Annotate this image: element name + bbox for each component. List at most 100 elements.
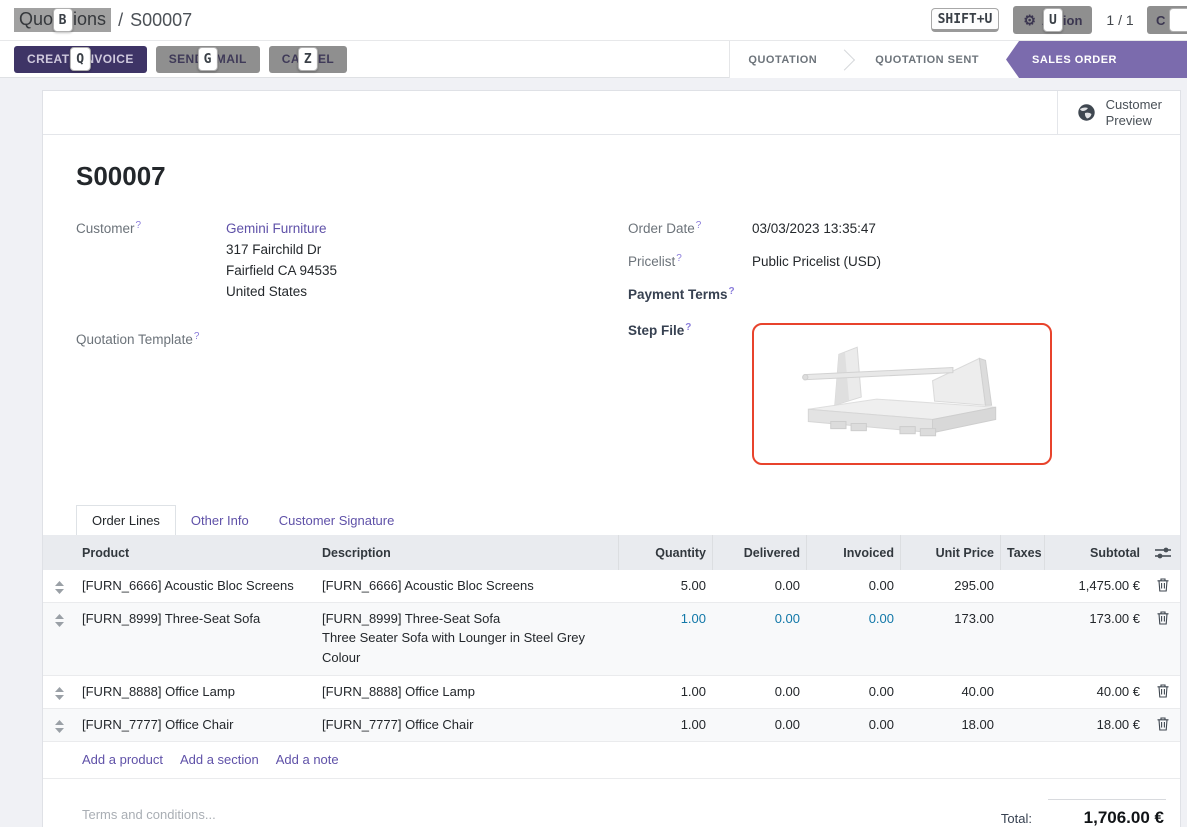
action-menu-button[interactable]: ⚙ Action U — [1013, 6, 1093, 34]
edge-hint-control[interactable]: C — [1147, 6, 1187, 34]
table-row: [FURN_7777] Office Chair [FURN_7777] Off… — [43, 709, 1180, 742]
cell-delivered[interactable]: 0.00 — [774, 684, 800, 699]
trash-icon — [1157, 611, 1169, 625]
stage-quotation[interactable]: QUOTATION — [748, 53, 818, 66]
cell-unit-price[interactable]: 18.00 — [961, 717, 994, 732]
order-date-value[interactable]: 03/03/2023 13:35:47 — [752, 221, 876, 236]
hint-key-breadcrumb: B — [52, 8, 73, 32]
stage-separator-icon — [835, 41, 857, 78]
field-step-file: Step File? — [628, 320, 1147, 465]
delete-row-button[interactable] — [1146, 570, 1180, 600]
pager-value: 1 / 1 — [1106, 12, 1134, 28]
add-a-note-link[interactable]: Add a note — [275, 752, 339, 767]
table-row: [FURN_8999] Three-Seat Sofa [FURN_8999] … — [43, 603, 1180, 676]
cell-description[interactable]: [FURN_6666] Acoustic Bloc Screens — [322, 578, 534, 593]
cell-subtotal: 173.00 € — [1089, 611, 1140, 626]
cell-unit-price[interactable]: 173.00 — [954, 611, 994, 626]
table-row: [FURN_6666] Acoustic Bloc Screens [FURN_… — [43, 570, 1180, 603]
customer-preview-button[interactable]: Customer Preview — [1056, 91, 1180, 134]
cell-unit-price[interactable]: 295.00 — [954, 578, 994, 593]
field-order-date: Order Date? 03/03/2023 13:35:47 — [628, 218, 1147, 241]
cell-product[interactable]: [FURN_8888] Office Lamp — [82, 684, 235, 699]
trash-icon — [1157, 717, 1169, 731]
total-label: Total: — [1000, 811, 1032, 826]
cell-delivered[interactable]: 0.00 — [774, 611, 800, 626]
step-file-3d-model-image — [802, 346, 997, 437]
breadcrumb-parent-link[interactable]: Quotations B — [14, 8, 112, 32]
cell-product[interactable]: [FURN_6666] Acoustic Bloc Screens — [82, 578, 294, 593]
customer-link[interactable]: Gemini Furniture — [226, 221, 327, 236]
stage-quotation-sent[interactable]: QUOTATION SENT — [875, 53, 980, 66]
row-drag-handle[interactable] — [43, 570, 76, 602]
hint-key-send-email: G — [197, 47, 218, 71]
customer-address-line1: 317 Fairchild Dr — [226, 242, 322, 257]
cell-taxes[interactable] — [1000, 709, 1044, 725]
card-button-box: Customer Preview — [43, 91, 1180, 135]
add-a-product-link[interactable]: Add a product — [82, 752, 163, 767]
cell-quantity[interactable]: 1.00 — [680, 684, 706, 699]
terms-and-conditions-input[interactable]: Terms and conditions... — [82, 807, 216, 822]
header-taxes: Taxes — [1000, 535, 1044, 570]
breadcrumb-current: S00007 — [130, 9, 193, 30]
sheet-bottom: Terms and conditions... Total: 1,706.00 … — [43, 779, 1180, 827]
field-pricelist: Pricelist? Public Pricelist (USD) — [628, 251, 1147, 274]
stage-statusbar: QUOTATION QUOTATION SENT SALES ORDER — [729, 41, 1187, 78]
stage-sales-order[interactable]: SALES ORDER — [1006, 41, 1187, 78]
cell-quantity[interactable]: 5.00 — [680, 578, 706, 593]
customer-preview-line2: Preview — [1105, 112, 1152, 128]
cell-invoiced[interactable]: 0.00 — [868, 717, 894, 732]
cell-quantity[interactable]: 1.00 — [680, 611, 706, 626]
field-payment-terms: Payment Terms? — [628, 284, 1147, 307]
delete-row-button[interactable] — [1146, 676, 1180, 706]
cell-taxes[interactable] — [1000, 570, 1044, 586]
tab-other-info[interactable]: Other Info — [190, 512, 249, 528]
cell-unit-price[interactable]: 40.00 — [961, 684, 994, 699]
cell-taxes[interactable] — [1000, 676, 1044, 692]
cell-product[interactable]: [FURN_8999] Three-Seat Sofa — [82, 611, 261, 626]
row-drag-handle[interactable] — [43, 709, 76, 741]
cell-subtotal: 18.00 € — [1096, 717, 1140, 732]
cell-delivered[interactable]: 0.00 — [774, 717, 800, 732]
header-description: Description — [322, 545, 391, 560]
tab-order-lines[interactable]: Order Lines — [76, 505, 176, 535]
help-icon: ? — [695, 220, 702, 231]
pricelist-value[interactable]: Public Pricelist (USD) — [752, 254, 882, 269]
create-invoice-button[interactable]: CREATE INVOICE Q — [14, 45, 147, 73]
help-icon: ? — [193, 331, 200, 342]
row-drag-handle[interactable] — [43, 603, 76, 635]
cancel-button[interactable]: CANCEL Z — [268, 45, 348, 73]
globe-icon — [1077, 104, 1095, 121]
cell-invoiced[interactable]: 0.00 — [868, 684, 894, 699]
cell-subtotal: 40.00 € — [1096, 684, 1140, 699]
header-quantity: Quantity — [618, 535, 712, 570]
add-a-section-link[interactable]: Add a section — [179, 752, 259, 767]
send-email-button[interactable]: SEND EMAIL G — [155, 45, 260, 73]
header-handle — [43, 535, 76, 570]
delete-row-button[interactable] — [1146, 603, 1180, 633]
cell-description[interactable]: [FURN_8999] Three-Seat Sofa Three Seater… — [322, 611, 586, 665]
cell-invoiced[interactable]: 0.00 — [868, 578, 894, 593]
cell-product[interactable]: [FURN_7777] Office Chair — [82, 717, 234, 732]
table-header-row: Product Description Quantity Delivered I… — [43, 535, 1180, 570]
cell-description[interactable]: [FURN_7777] Office Chair — [322, 717, 474, 732]
tab-customer-signature[interactable]: Customer Signature — [278, 512, 395, 528]
step-file-preview[interactable] — [752, 323, 1052, 465]
cell-delivered[interactable]: 0.00 — [774, 578, 800, 593]
order-lines-table: Product Description Quantity Delivered I… — [43, 535, 1180, 779]
cell-taxes[interactable] — [1000, 603, 1044, 619]
cell-description[interactable]: [FURN_8888] Office Lamp — [322, 684, 475, 699]
total-section: Total: 1,706.00 € — [1001, 799, 1166, 827]
gear-icon: ⚙ — [1023, 11, 1036, 28]
cell-quantity[interactable]: 1.00 — [680, 717, 706, 732]
row-drag-handle[interactable] — [43, 676, 76, 708]
optional-columns-button[interactable] — [1146, 535, 1180, 570]
hint-key-create-invoice: Q — [70, 47, 91, 71]
header-product: Product — [82, 545, 130, 560]
edge-hint-label: C — [1156, 12, 1166, 28]
total-value: 1,706.00 € — [1048, 799, 1166, 827]
delete-row-button[interactable] — [1146, 709, 1180, 739]
customer-address-line3: United States — [226, 284, 308, 299]
table-row: [FURN_8888] Office Lamp [FURN_8888] Offi… — [43, 676, 1180, 709]
cell-invoiced[interactable]: 0.00 — [868, 611, 894, 626]
header-unit-price: Unit Price — [900, 535, 1000, 570]
